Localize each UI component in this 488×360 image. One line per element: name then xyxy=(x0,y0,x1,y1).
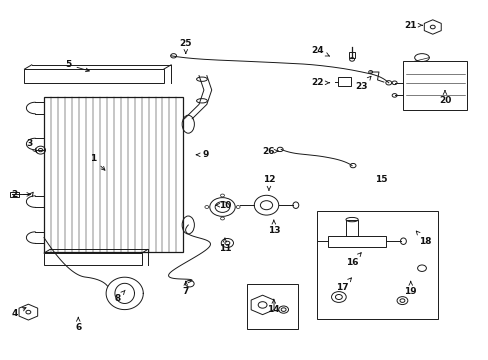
Text: 10: 10 xyxy=(215,201,231,210)
Bar xyxy=(316,211,437,319)
Bar xyxy=(338,77,350,86)
Bar xyxy=(246,284,298,329)
Text: 5: 5 xyxy=(65,60,89,72)
Text: 21: 21 xyxy=(404,21,422,30)
Text: 24: 24 xyxy=(311,46,329,56)
Text: 15: 15 xyxy=(374,175,387,184)
Bar xyxy=(44,253,142,265)
Text: 22: 22 xyxy=(311,78,329,87)
Text: 25: 25 xyxy=(179,39,192,53)
Bar xyxy=(24,69,163,83)
Text: 23: 23 xyxy=(355,76,370,91)
Text: 17: 17 xyxy=(335,278,351,292)
Text: 8: 8 xyxy=(114,290,125,303)
Text: 26: 26 xyxy=(262,147,278,156)
Text: 12: 12 xyxy=(262,175,275,190)
Text: 18: 18 xyxy=(415,231,431,246)
Text: 13: 13 xyxy=(267,220,280,235)
Text: 6: 6 xyxy=(75,318,81,332)
Text: 11: 11 xyxy=(218,238,231,253)
Text: 16: 16 xyxy=(345,253,361,267)
Bar xyxy=(348,52,354,58)
Text: 14: 14 xyxy=(267,300,280,314)
Bar xyxy=(327,236,386,247)
Text: 2: 2 xyxy=(12,190,30,199)
Text: 1: 1 xyxy=(90,154,105,170)
Text: 3: 3 xyxy=(26,139,37,153)
Bar xyxy=(10,192,19,197)
Text: 20: 20 xyxy=(438,91,450,105)
Text: 19: 19 xyxy=(404,282,416,296)
Text: 4: 4 xyxy=(11,307,26,318)
Text: 9: 9 xyxy=(196,150,208,159)
Bar xyxy=(44,97,183,252)
Text: 7: 7 xyxy=(182,282,189,296)
Bar xyxy=(346,220,358,236)
Bar xyxy=(403,61,466,110)
